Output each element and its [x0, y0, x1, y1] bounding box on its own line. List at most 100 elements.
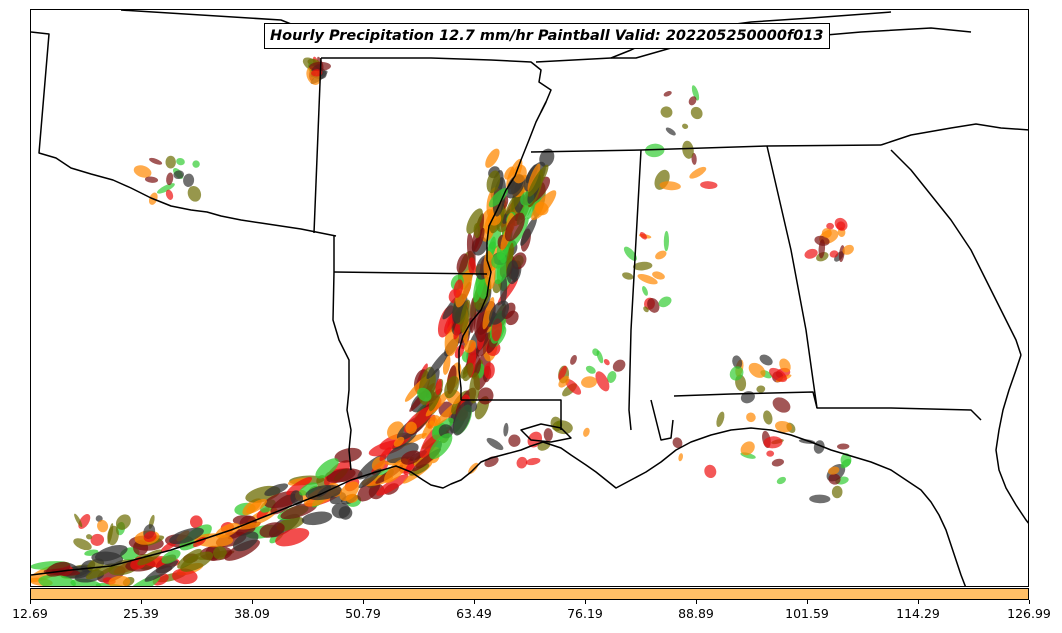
precip-blob — [286, 477, 313, 495]
precip-blob — [716, 411, 725, 428]
colorbar-tick — [917, 600, 919, 604]
colorbar-tick — [251, 600, 253, 604]
state-border-tx-la — [332, 236, 352, 471]
precip-blob — [503, 422, 509, 437]
precip-blob — [818, 239, 826, 259]
precip-blob — [520, 216, 537, 246]
precip-blob — [821, 228, 832, 238]
precip-blob — [774, 420, 793, 433]
precip-blob — [466, 208, 483, 235]
precip-blob — [756, 385, 766, 393]
precip-blob — [144, 176, 159, 183]
precip-blob — [672, 437, 683, 449]
precip-blob — [85, 563, 116, 580]
precip-blob — [429, 433, 453, 460]
precip-blob — [603, 358, 610, 366]
precip-blob — [435, 378, 442, 395]
river-border-mississippi — [458, 101, 547, 400]
precip-blob — [246, 498, 267, 514]
precip-blob — [469, 372, 480, 404]
precip-blob — [585, 365, 596, 374]
precip-blob — [809, 494, 831, 504]
state-borders-layer — [31, 10, 1028, 586]
precip-blob — [133, 165, 152, 178]
state-border-ga-sc-river — [890, 149, 1022, 356]
precip-blob — [527, 196, 542, 220]
colorbar-tick-label: 76.19 — [567, 606, 603, 621]
precip-blob — [828, 473, 841, 485]
precip-blob — [189, 515, 203, 529]
precip-blob — [452, 400, 472, 436]
colorbar-tick — [806, 600, 808, 604]
precip-blob — [486, 437, 504, 451]
precip-blob — [746, 412, 756, 423]
precip-blob — [315, 458, 339, 479]
precip-blob — [633, 261, 653, 271]
precip-blob — [149, 157, 163, 165]
precip-blob — [506, 260, 519, 285]
precip-blob — [655, 250, 667, 260]
precip-blob — [607, 371, 617, 383]
precip-blob — [842, 244, 854, 255]
state-border-la-ms — [461, 399, 562, 430]
state-border-ms-tn — [530, 145, 768, 153]
precip-blob — [558, 375, 570, 388]
precip-blob — [259, 522, 285, 538]
precip-blob — [688, 96, 697, 106]
precip-blob — [516, 456, 528, 469]
precip-blob — [91, 551, 124, 566]
precip-blob — [763, 436, 783, 449]
state-border-al-ga — [766, 145, 818, 409]
precip-blob — [264, 483, 289, 496]
precip-blob — [386, 442, 419, 464]
precip-blob — [570, 354, 577, 365]
precip-blob — [689, 166, 707, 179]
precip-blob — [485, 148, 500, 168]
precip-blob — [663, 230, 670, 252]
precip-blob — [581, 376, 597, 388]
precip-blob — [301, 511, 333, 526]
map-panel: Hourly Precipitation 12.7 mm/hr Paintbal… — [30, 9, 1029, 587]
precip-blob — [444, 375, 459, 399]
precip-blob — [192, 160, 200, 168]
lake-pontchartrain — [520, 423, 572, 443]
precip-blob — [704, 464, 717, 479]
precip-blob — [740, 441, 755, 456]
state-border-ga-tn — [766, 144, 882, 147]
precip-blob — [690, 106, 703, 120]
precip-blob — [280, 502, 317, 520]
precip-blob — [565, 379, 582, 395]
colorbar-tick-label: 114.29 — [896, 606, 940, 621]
state-border-mo-ar — [321, 57, 552, 113]
precip-blob — [115, 514, 131, 530]
mobile-bay — [650, 399, 674, 441]
precip-blob — [622, 272, 634, 280]
precip-blob — [299, 482, 318, 496]
precip-blob — [527, 164, 549, 197]
colorbar-tick-label: 63.49 — [456, 606, 492, 621]
precip-blob — [90, 533, 105, 546]
colorbar-tick — [140, 600, 142, 604]
precip-blob — [500, 273, 508, 306]
precip-blob — [660, 106, 673, 118]
state-border-ok-tx — [31, 31, 337, 237]
precip-blob — [176, 157, 185, 166]
precip-blob — [453, 279, 464, 298]
precip-blob — [682, 123, 689, 129]
precip-blob — [525, 457, 541, 466]
precip-blob — [644, 143, 665, 158]
precip-blob — [180, 551, 214, 572]
precip-blob — [74, 513, 83, 528]
precip-blob — [772, 397, 791, 413]
precip-blob — [759, 354, 773, 366]
precip-blob — [400, 450, 421, 465]
precip-blob — [527, 163, 541, 192]
precip-blob — [143, 531, 157, 543]
precip-blob — [623, 246, 637, 261]
precip-blob — [678, 453, 684, 462]
colorbar-tick-label: 101.59 — [785, 606, 829, 621]
precip-blob — [393, 436, 405, 447]
precip-blob — [729, 366, 744, 381]
precip-blob — [748, 362, 766, 378]
precip-blob — [491, 252, 506, 269]
